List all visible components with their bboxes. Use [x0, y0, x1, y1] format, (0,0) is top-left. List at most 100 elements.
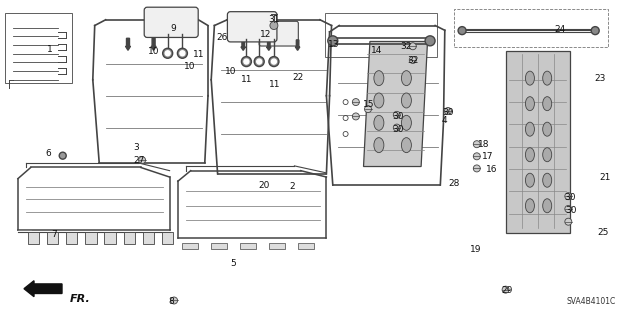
Text: 9: 9: [170, 24, 175, 33]
Bar: [162, 232, 173, 244]
Circle shape: [177, 48, 188, 58]
Circle shape: [353, 99, 359, 106]
Bar: [325, 13, 437, 57]
Text: 30: 30: [564, 193, 575, 202]
Bar: [211, 243, 227, 249]
Circle shape: [502, 286, 509, 293]
FancyBboxPatch shape: [144, 7, 198, 37]
Circle shape: [474, 141, 480, 148]
Circle shape: [328, 36, 338, 46]
Text: 7: 7: [52, 230, 57, 239]
Ellipse shape: [374, 93, 384, 108]
Circle shape: [474, 153, 480, 160]
Ellipse shape: [543, 122, 552, 136]
Circle shape: [241, 56, 252, 67]
Text: 30: 30: [565, 206, 577, 215]
Ellipse shape: [543, 199, 552, 213]
FancyArrow shape: [151, 38, 156, 50]
FancyArrow shape: [125, 38, 131, 50]
Text: 4: 4: [442, 116, 447, 125]
Text: 30: 30: [392, 112, 404, 121]
Polygon shape: [364, 41, 428, 167]
Ellipse shape: [525, 199, 534, 213]
Text: 17: 17: [482, 152, 493, 161]
Circle shape: [445, 108, 451, 115]
Circle shape: [254, 56, 264, 67]
Bar: [5, 13, 72, 83]
Ellipse shape: [525, 173, 534, 187]
Circle shape: [180, 51, 185, 56]
Text: 11: 11: [193, 50, 204, 59]
Text: 20: 20: [259, 181, 270, 190]
Text: 32: 32: [401, 42, 412, 51]
Ellipse shape: [543, 97, 552, 111]
Text: 18: 18: [478, 140, 490, 149]
Polygon shape: [506, 51, 570, 233]
Text: 14: 14: [371, 46, 382, 55]
Bar: [240, 243, 256, 249]
Circle shape: [565, 205, 572, 212]
Ellipse shape: [374, 115, 384, 130]
Ellipse shape: [401, 115, 412, 130]
Circle shape: [474, 165, 480, 172]
Ellipse shape: [374, 70, 384, 86]
Circle shape: [163, 48, 173, 58]
Ellipse shape: [543, 71, 552, 85]
Text: 30: 30: [442, 108, 454, 117]
Ellipse shape: [543, 173, 552, 187]
Bar: [85, 232, 97, 244]
Text: 8: 8: [169, 297, 174, 306]
Text: 27: 27: [134, 156, 145, 165]
Circle shape: [139, 157, 145, 164]
Text: 22: 22: [292, 73, 303, 82]
Text: 28: 28: [449, 179, 460, 188]
Ellipse shape: [525, 148, 534, 162]
Circle shape: [591, 26, 599, 35]
Circle shape: [394, 111, 400, 118]
Circle shape: [60, 152, 66, 159]
Text: 10: 10: [225, 67, 236, 76]
Text: 31: 31: [268, 15, 280, 24]
FancyBboxPatch shape: [454, 9, 608, 47]
Circle shape: [270, 21, 278, 30]
FancyBboxPatch shape: [227, 12, 277, 42]
Circle shape: [425, 36, 435, 46]
Bar: [143, 232, 154, 244]
Ellipse shape: [401, 93, 412, 108]
Text: 19: 19: [470, 245, 481, 254]
Circle shape: [565, 218, 572, 225]
Text: SVA4B4101C: SVA4B4101C: [566, 297, 616, 306]
Bar: [298, 243, 314, 249]
Circle shape: [269, 56, 279, 67]
Text: 30: 30: [392, 125, 404, 134]
Circle shape: [257, 59, 262, 64]
Circle shape: [165, 51, 170, 56]
FancyArrow shape: [241, 40, 246, 50]
Text: 10: 10: [184, 62, 195, 70]
Circle shape: [365, 106, 371, 113]
Ellipse shape: [525, 71, 534, 85]
Ellipse shape: [525, 122, 534, 136]
Text: 26: 26: [216, 33, 228, 42]
Text: 29: 29: [502, 286, 513, 295]
Text: 21: 21: [599, 173, 611, 182]
Bar: [104, 232, 116, 244]
Circle shape: [410, 56, 416, 63]
Text: 1: 1: [47, 45, 52, 54]
Text: 6: 6: [45, 149, 51, 158]
Circle shape: [244, 59, 249, 64]
Circle shape: [353, 113, 359, 120]
Ellipse shape: [543, 148, 552, 162]
Text: 15: 15: [363, 100, 374, 109]
Bar: [47, 232, 58, 244]
Circle shape: [458, 26, 466, 35]
FancyArrow shape: [295, 40, 300, 50]
Text: 32: 32: [407, 56, 419, 65]
Text: 16: 16: [486, 165, 497, 174]
Circle shape: [410, 43, 416, 50]
Text: 23: 23: [595, 74, 606, 83]
Bar: [182, 243, 198, 249]
FancyArrow shape: [24, 281, 62, 297]
Text: 12: 12: [260, 30, 271, 39]
Circle shape: [171, 297, 177, 304]
